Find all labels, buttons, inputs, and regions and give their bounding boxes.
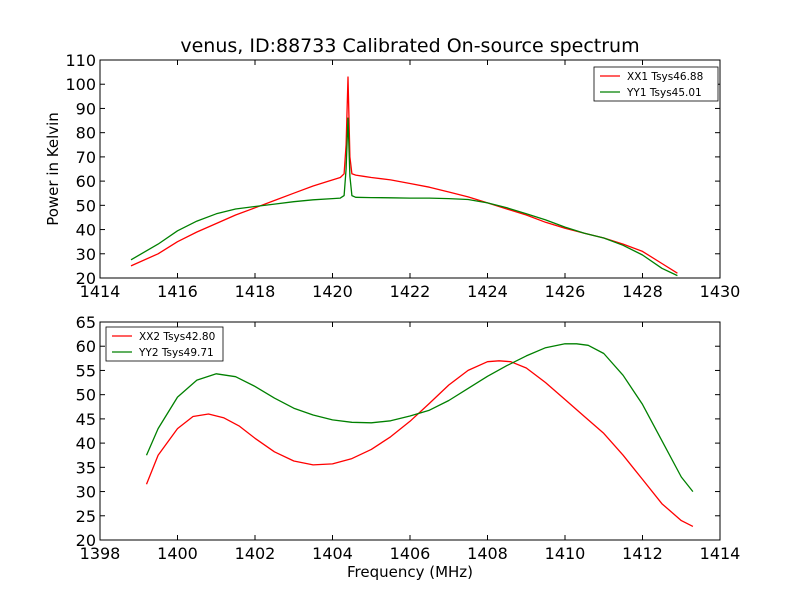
top-legend-label: YY1 Tsys45.01 bbox=[626, 87, 702, 99]
bottom-y-tick-label: 25 bbox=[76, 507, 96, 526]
top-panel: 1414 1416 1418 1420 1422 1424 1426 1428 1430 20 30… bbox=[44, 51, 740, 301]
bottom-y-tick-label: 30 bbox=[76, 483, 96, 502]
bottom-y-tick-label: 20 bbox=[76, 531, 96, 550]
top-y-tick-label: 30 bbox=[76, 245, 96, 264]
top-y-tick-label: 100 bbox=[65, 75, 96, 94]
top-x-tick-label: 1430 bbox=[700, 282, 741, 301]
top-y-tick-label: 90 bbox=[76, 99, 96, 118]
bottom-x-tick-label: 1402 bbox=[235, 544, 276, 563]
top-y-tick-label: 20 bbox=[76, 269, 96, 288]
bottom-y-tick-label: 65 bbox=[76, 313, 96, 332]
top-x-tick-label: 1416 bbox=[157, 282, 198, 301]
bottom-x-tick-label: 1406 bbox=[390, 544, 431, 563]
bottom-x-tick-label: 1414 bbox=[700, 544, 741, 563]
bottom-legend-label: YY2 Tsys49.71 bbox=[138, 347, 214, 359]
bottom-y-tick-label: 60 bbox=[76, 337, 96, 356]
bottom-x-tick-label: 1404 bbox=[312, 544, 353, 563]
bottom-x-tick-label: 1400 bbox=[157, 544, 198, 563]
top-x-tick-label: 1422 bbox=[390, 282, 431, 301]
top-x-tick-label: 1414 bbox=[80, 282, 121, 301]
top-x-tick-label: 1424 bbox=[467, 282, 508, 301]
bottom-x-axis-label: Frequency (MHz) bbox=[347, 563, 473, 581]
top-x-tick-label: 1418 bbox=[235, 282, 276, 301]
top-legend bbox=[593, 66, 719, 102]
bottom-x-tick-label: 1408 bbox=[467, 544, 508, 563]
bottom-y-tick-label: 55 bbox=[76, 361, 96, 380]
top-x-tick-label: 1420 bbox=[312, 282, 353, 301]
top-y-tick-label: 40 bbox=[76, 221, 96, 240]
top-series-line-xx bbox=[130, 76, 678, 274]
top-x-tick-label: 1428 bbox=[622, 282, 663, 301]
bottom-panel: 1398 1400 1402 1404 1406 1408 1410 1412 1414 20 25… bbox=[76, 313, 741, 581]
bottom-y-tick-label: 35 bbox=[76, 458, 96, 477]
bottom-y-tick-label: 45 bbox=[76, 410, 96, 429]
top-series-line-yy bbox=[130, 117, 678, 277]
bottom-x-tick-label: 1398 bbox=[80, 544, 121, 563]
bottom-y-tick-label: 40 bbox=[76, 434, 96, 453]
bottom-legend bbox=[105, 326, 224, 362]
top-y-tick-label: 80 bbox=[76, 124, 96, 143]
top-y-tick-label: 50 bbox=[76, 196, 96, 215]
bottom-legend-label: XX2 Tsys42.80 bbox=[139, 331, 215, 343]
top-y-tick-label: 110 bbox=[65, 51, 96, 70]
bottom-series-line-xx bbox=[145, 360, 694, 527]
bottom-x-tick-label: 1410 bbox=[545, 544, 586, 563]
top-x-tick-label: 1426 bbox=[545, 282, 586, 301]
top-y-tick-label: 70 bbox=[76, 148, 96, 167]
bottom-series-line-yy bbox=[145, 343, 694, 493]
top-y-axis-label: Power in Kelvin bbox=[44, 112, 62, 226]
chart-title: venus, ID:88733 Calibrated On-source spe… bbox=[180, 35, 639, 57]
bottom-y-tick-label: 50 bbox=[76, 386, 96, 405]
top-y-tick-label: 60 bbox=[76, 172, 96, 191]
bottom-x-tick-label: 1412 bbox=[622, 544, 663, 563]
top-legend-label: XX1 Tsys46.88 bbox=[627, 71, 703, 83]
